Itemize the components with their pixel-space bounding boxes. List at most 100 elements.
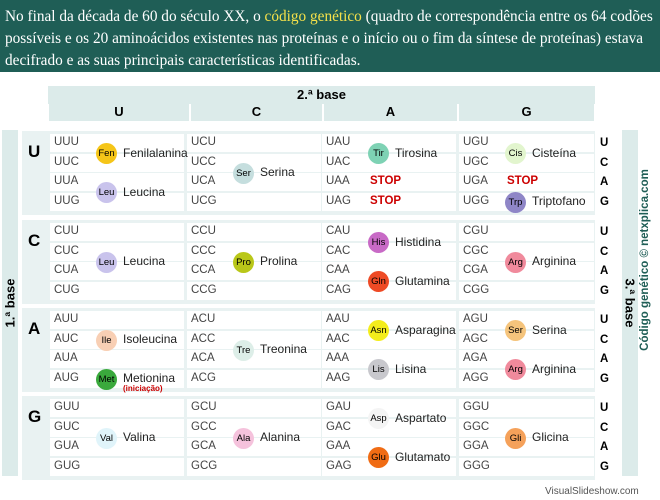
column-header-a: A [324,103,457,121]
codon: UCC [191,155,216,168]
codon-cell [322,173,456,191]
codon-cell [459,153,594,172]
amino-acid-name: Asparagina [395,322,456,337]
codon: UAC [326,155,351,168]
codon-cell [50,173,184,191]
amino-acid-name: Valina [123,430,156,444]
codon-cell [50,457,184,476]
codon: UCA [191,175,216,187]
amino-acid-name: Glutamina [395,273,450,288]
codon: AGG [463,371,489,384]
codon: GUA [54,440,79,452]
codon-cell [50,418,184,437]
codon: GCA [191,440,216,452]
codon: CCG [191,283,217,296]
codon-cell [50,438,184,456]
third-base-letter: A [600,176,609,188]
third-base-letter: G [600,284,609,297]
codon-cell [322,262,456,280]
codon-cell [187,262,321,280]
codon-cell [322,192,456,211]
codon-cell [50,399,184,417]
cis-icon: Cis [505,143,526,164]
codon-cell [459,242,594,261]
amino-acid-name: Cisteína [532,145,577,160]
codon: AUU [54,313,79,325]
codon-cell [322,418,456,437]
ser-icon: Ser [233,162,254,184]
codon: AUA [54,352,78,364]
codon: CGG [463,283,490,296]
codon: CUC [54,244,79,257]
column-header-g: G [459,103,594,121]
amino-acid-name: Histidina [395,234,442,249]
codon-cell [187,242,321,261]
amino-acid-name: Triptofano [532,194,586,209]
intro-text: No final da década de 60 do século XX, o… [5,8,653,69]
codon-cell [187,311,321,329]
codon: CAC [326,244,351,257]
codon-cell [187,153,321,172]
third-base-letter: A [600,353,609,365]
column-header-u: U [49,103,189,121]
codon: ACC [191,332,216,345]
codon-cell [50,262,184,280]
third-base-letter: U [600,314,609,326]
codon-cell [459,262,594,280]
initiation-note: (iniciação) [123,384,163,394]
third-base-letter: U [600,226,609,238]
column-header-c: C [191,103,322,121]
codon-cell [187,173,321,191]
amino-acid-name: Isoleucina [123,332,178,347]
amino-acid-name: Leucina [123,254,166,268]
codon-cell [50,281,184,300]
ala-icon: Ala [233,427,254,449]
codon-cell [50,134,184,152]
gli-icon: Gli [505,427,526,449]
codon: AGC [463,332,488,345]
codon-cell [187,369,321,388]
thr-icon: Tre [233,339,254,361]
highlight-term: código genético [264,8,362,25]
codon: GGA [463,440,489,452]
third-base-letter: A [600,441,609,453]
amino-acid-name: Glicina [532,430,569,444]
codon-cell [459,457,594,476]
codon-cell [459,330,594,349]
first-base-letter: C [28,231,41,250]
codon-cell [322,399,456,417]
arg-icon: Arg [505,359,526,380]
codon: UUA [54,175,79,187]
codon-cell [322,153,456,172]
asn-icon: Asn [368,320,389,341]
codon: GAG [326,459,352,472]
third-base-letter: A [600,265,609,277]
amino-acid-name: Treonina [260,342,307,356]
amino-acid-name: Arginina [532,361,577,376]
codon: UUC [54,155,79,168]
trp-icon: Trp [505,191,526,213]
codon: UGC [463,155,489,168]
codon-cell [187,281,321,300]
codon: GUC [54,420,80,433]
third-base-letter: U [600,402,609,414]
codon: GGG [463,459,490,472]
codon: CUA [54,264,79,276]
codon-cell [459,311,594,329]
codon-cell [187,223,321,241]
third-base-letter: G [600,195,609,208]
codon-cell [187,457,321,476]
codon: UCG [191,194,217,207]
amino-acid-name: Metionina [123,371,176,386]
codon: CUG [54,283,80,296]
third-base-letter: G [600,460,609,473]
amino-acid-name: Prolina [260,254,298,268]
credit-text: Código genético © netxplica.com [639,169,651,351]
codon: UUU [54,136,79,148]
codon-cell [459,192,594,211]
codon: ACG [191,371,216,384]
codon-cell [50,223,184,241]
codon-cell [187,438,321,456]
amino-acid-name: Lisina [395,361,427,376]
codon: CAA [326,264,350,276]
